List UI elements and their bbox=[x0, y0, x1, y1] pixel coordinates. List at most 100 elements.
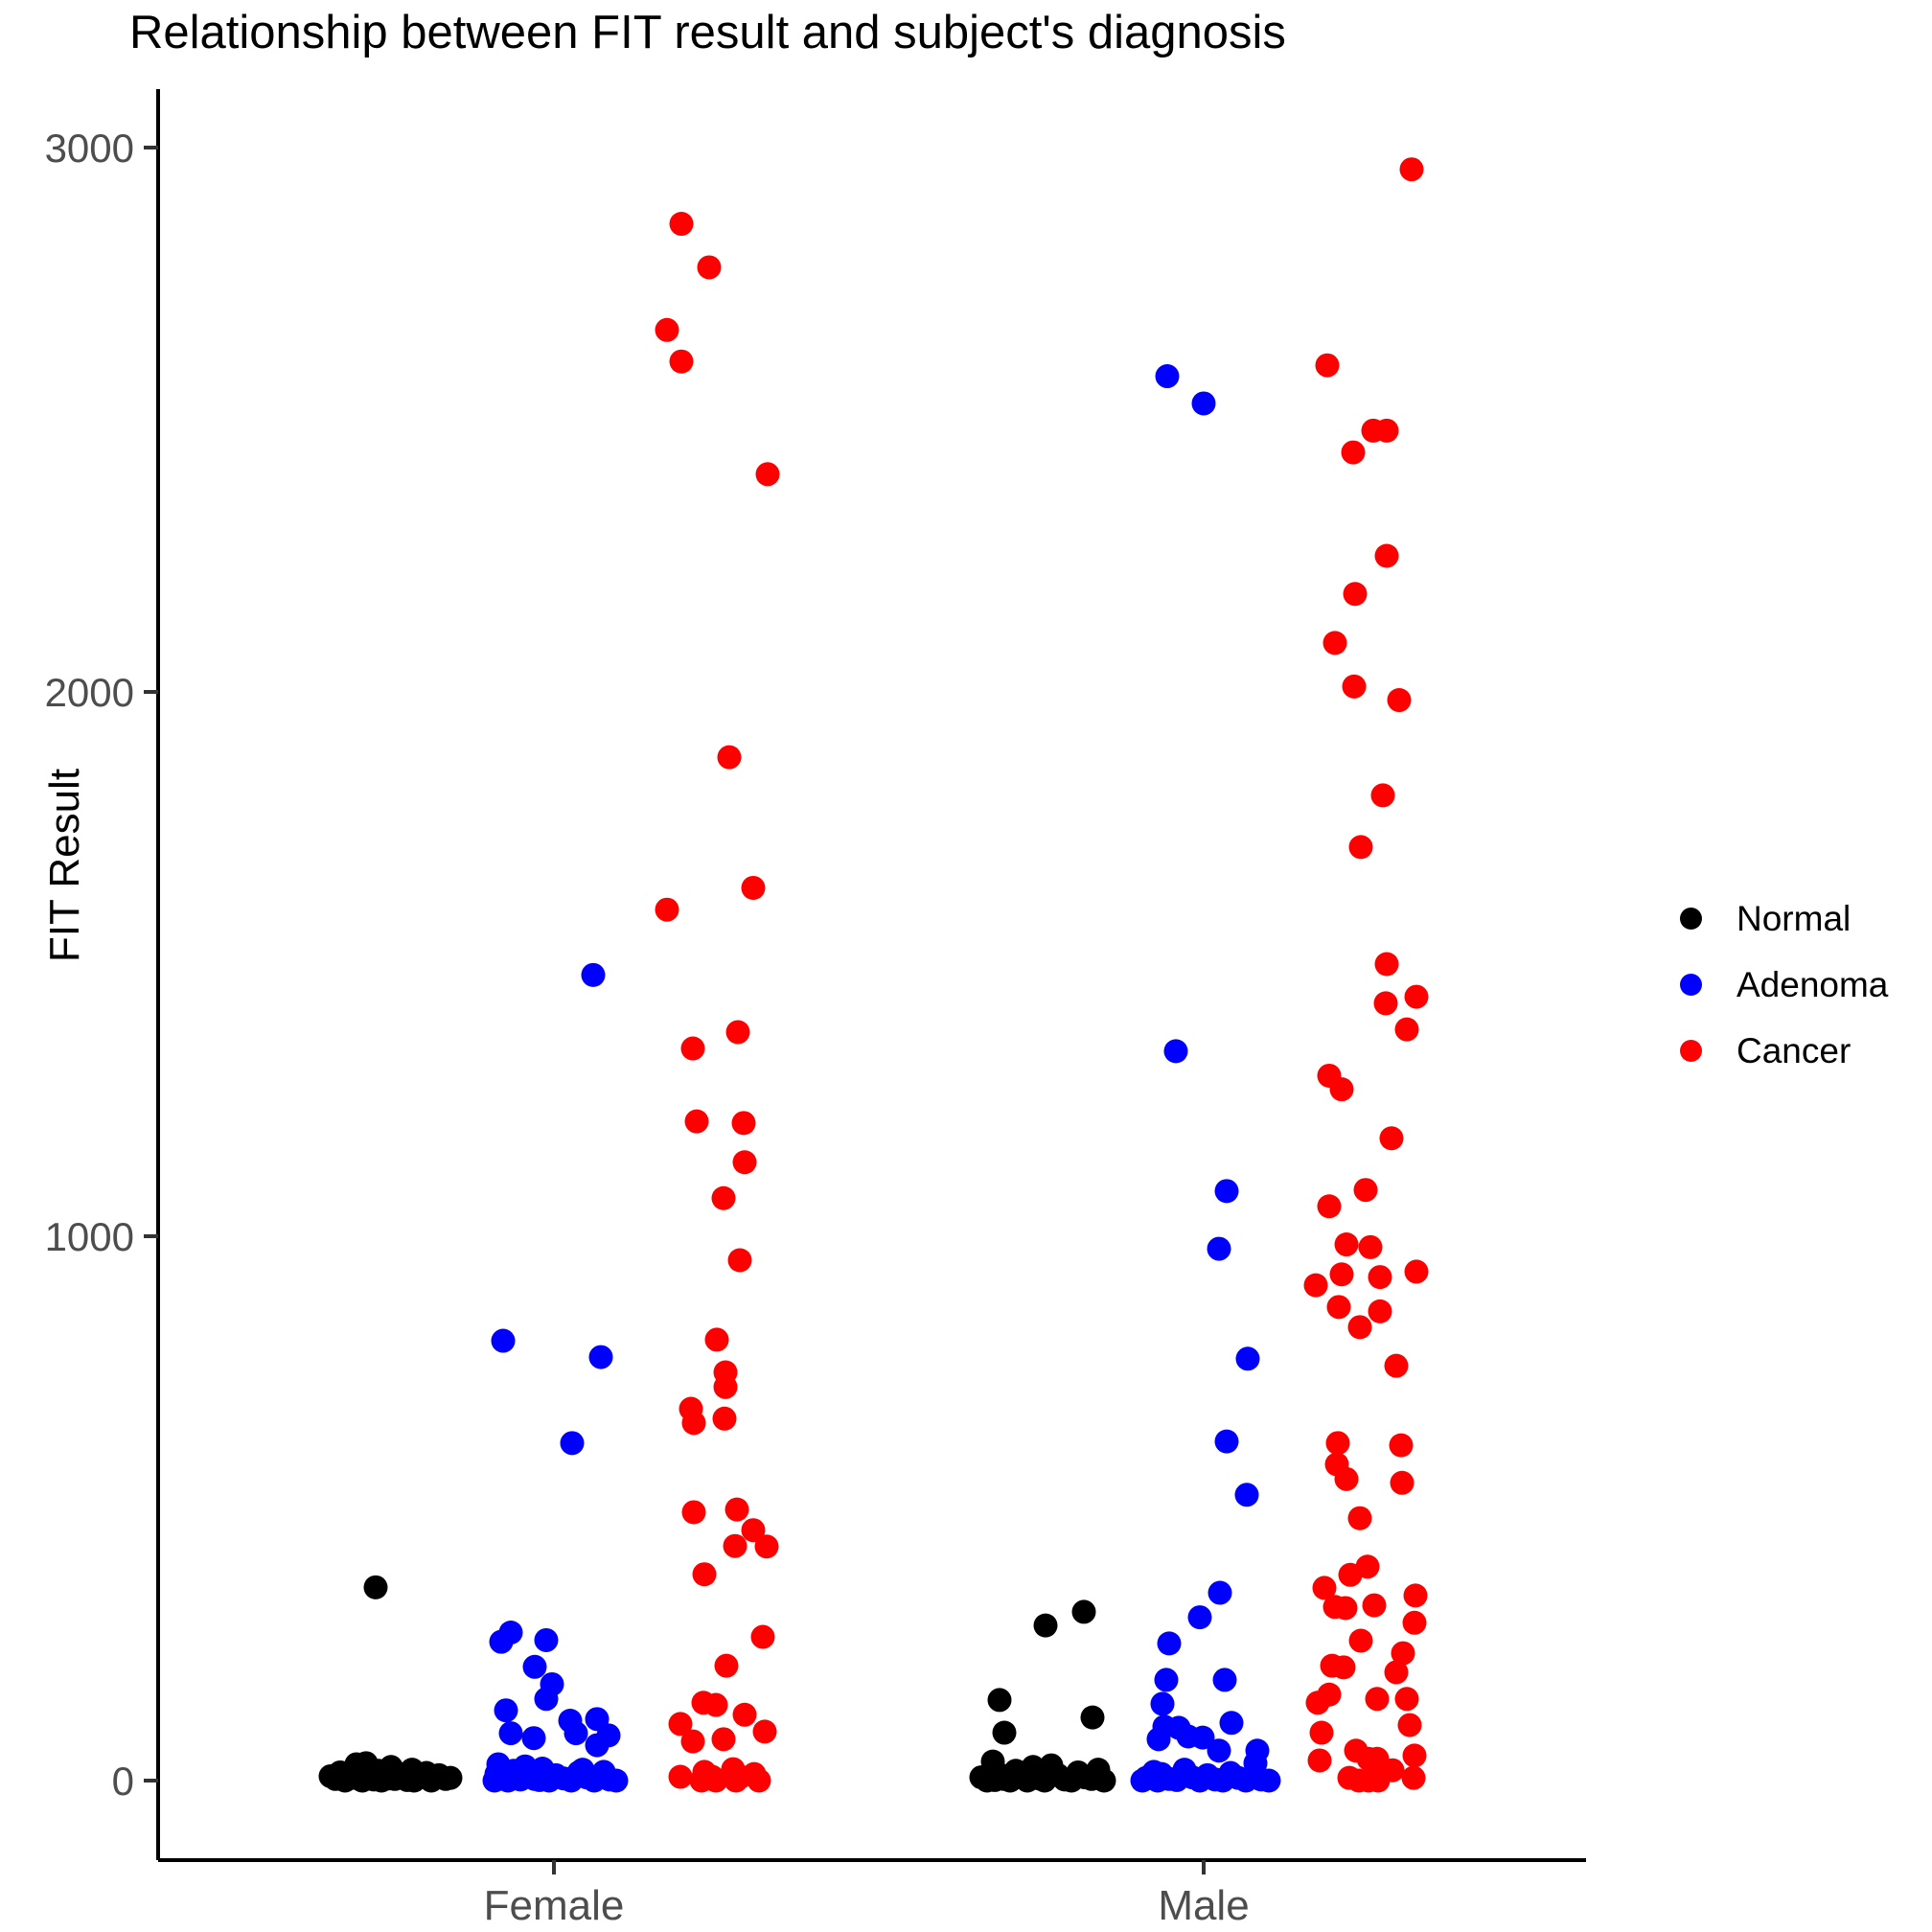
data-point-normal bbox=[402, 1768, 426, 1793]
data-point-adenoma bbox=[1256, 1768, 1281, 1793]
data-point-cancer bbox=[680, 1729, 705, 1754]
data-point-cancer bbox=[1370, 783, 1395, 808]
data-point-cancer bbox=[731, 1111, 756, 1136]
data-point-cancer bbox=[669, 212, 694, 237]
legend: Normal Adenoma Cancer bbox=[1661, 886, 1888, 1084]
data-point-cancer bbox=[741, 1518, 766, 1543]
data-point-adenoma bbox=[522, 1654, 547, 1679]
data-point-cancer bbox=[1384, 1353, 1409, 1378]
legend-dot-icon bbox=[1680, 1040, 1702, 1062]
data-point-cancer bbox=[1343, 582, 1368, 607]
data-point-cancer bbox=[1312, 1576, 1337, 1600]
data-point-cancer bbox=[1307, 1748, 1332, 1773]
data-point-cancer bbox=[1358, 1234, 1383, 1259]
data-point-cancer bbox=[741, 875, 766, 900]
data-point-cancer bbox=[1368, 1299, 1392, 1323]
data-point-cancer bbox=[750, 1624, 775, 1649]
data-point-adenoma bbox=[1163, 1039, 1188, 1064]
legend-label: Cancer bbox=[1736, 1030, 1852, 1070]
data-point-cancer bbox=[755, 462, 780, 487]
y-tick-label: 0 bbox=[112, 1759, 134, 1804]
data-point-adenoma bbox=[1210, 1768, 1235, 1793]
data-point-normal bbox=[975, 1768, 1000, 1793]
data-point-cancer bbox=[1315, 353, 1340, 378]
data-point-cancer bbox=[1347, 1315, 1372, 1340]
data-point-cancer bbox=[704, 1327, 729, 1352]
data-point-adenoma bbox=[1219, 1711, 1244, 1736]
data-point-cancer bbox=[714, 1653, 739, 1678]
data-point-cancer bbox=[727, 1248, 752, 1273]
data-point-normal bbox=[419, 1768, 444, 1793]
data-point-normal bbox=[992, 1720, 1017, 1745]
data-point-adenoma bbox=[1212, 1668, 1237, 1692]
data-point-cancer bbox=[1387, 688, 1412, 713]
data-point-cancer bbox=[1329, 1262, 1354, 1287]
data-point-cancer bbox=[1303, 1273, 1328, 1298]
data-point-cancer bbox=[754, 1534, 779, 1559]
data-point-normal bbox=[363, 1575, 388, 1599]
data-point-cancer bbox=[711, 1727, 736, 1752]
data-point-cancer bbox=[1347, 1506, 1372, 1530]
data-point-cancer bbox=[1403, 1583, 1428, 1608]
data-point-adenoma bbox=[1154, 1668, 1179, 1692]
data-point-cancer bbox=[723, 1533, 748, 1558]
data-point-cancer bbox=[1384, 1660, 1409, 1685]
data-point-adenoma bbox=[585, 1733, 610, 1758]
data-point-cancer bbox=[1402, 1743, 1427, 1768]
data-point-normal bbox=[1015, 1768, 1040, 1793]
data-point-adenoma bbox=[1164, 1767, 1189, 1792]
data-point-normal bbox=[1071, 1599, 1096, 1624]
data-point-adenoma bbox=[1207, 1236, 1231, 1261]
data-point-cancer bbox=[1317, 1194, 1342, 1219]
data-point-adenoma bbox=[537, 1768, 562, 1793]
data-point-cancer bbox=[1391, 1641, 1415, 1666]
data-point-cancer bbox=[681, 1500, 706, 1525]
data-point-normal bbox=[998, 1768, 1023, 1793]
x-tick-label-female: Female bbox=[484, 1882, 625, 1929]
data-point-adenoma bbox=[491, 1328, 516, 1353]
data-point-normal bbox=[1059, 1768, 1084, 1793]
data-point-cancer bbox=[713, 1374, 738, 1399]
data-point-cancer bbox=[1353, 1178, 1378, 1203]
data-point-normal bbox=[369, 1768, 394, 1793]
data-point-cancer bbox=[684, 1109, 709, 1134]
data-point-cancer bbox=[1389, 1433, 1414, 1458]
chart-title: Relationship between FIT result and subj… bbox=[129, 7, 1286, 58]
legend-label: Adenoma bbox=[1736, 964, 1889, 1004]
data-point-cancer bbox=[725, 1020, 750, 1045]
data-point-adenoma bbox=[494, 1698, 518, 1723]
data-point-cancer bbox=[1366, 1768, 1391, 1793]
legend-label: Normal bbox=[1736, 898, 1852, 938]
data-point-normal bbox=[987, 1688, 1012, 1713]
legend-dot-icon bbox=[1680, 974, 1702, 996]
data-point-adenoma bbox=[1233, 1768, 1258, 1793]
data-point-cancer bbox=[1404, 1259, 1429, 1284]
data-point-adenoma bbox=[534, 1627, 559, 1652]
data-point-normal bbox=[350, 1768, 375, 1793]
data-point-adenoma bbox=[559, 1768, 584, 1793]
data-point-cancer bbox=[1374, 418, 1399, 443]
data-point-cancer bbox=[724, 1497, 749, 1522]
data-point-cancer bbox=[1334, 1232, 1359, 1257]
data-point-cancer bbox=[1394, 1017, 1419, 1042]
data-point-cancer bbox=[655, 897, 679, 922]
data-point-cancer bbox=[1373, 991, 1398, 1016]
data-point-adenoma bbox=[1157, 1631, 1182, 1656]
data-point-cancer bbox=[711, 1185, 736, 1210]
data-point-adenoma bbox=[1150, 1691, 1175, 1716]
data-point-adenoma bbox=[1155, 364, 1180, 389]
data-point-cancer bbox=[1305, 1690, 1330, 1715]
data-point-normal bbox=[1092, 1768, 1116, 1793]
data-point-normal bbox=[1033, 1613, 1058, 1638]
x-tick-label-male: Male bbox=[1158, 1882, 1249, 1929]
data-point-adenoma bbox=[534, 1687, 559, 1712]
data-point-cancer bbox=[703, 1768, 728, 1793]
data-point-adenoma bbox=[1207, 1738, 1231, 1763]
data-point-cancer bbox=[1342, 674, 1367, 699]
data-point-cancer bbox=[1334, 1466, 1359, 1491]
data-point-cancer bbox=[669, 349, 694, 374]
legend-item-normal: Normal bbox=[1661, 886, 1888, 952]
data-point-cancer bbox=[1399, 157, 1424, 182]
data-point-adenoma bbox=[1191, 391, 1216, 416]
data-point-adenoma bbox=[1234, 1483, 1259, 1507]
